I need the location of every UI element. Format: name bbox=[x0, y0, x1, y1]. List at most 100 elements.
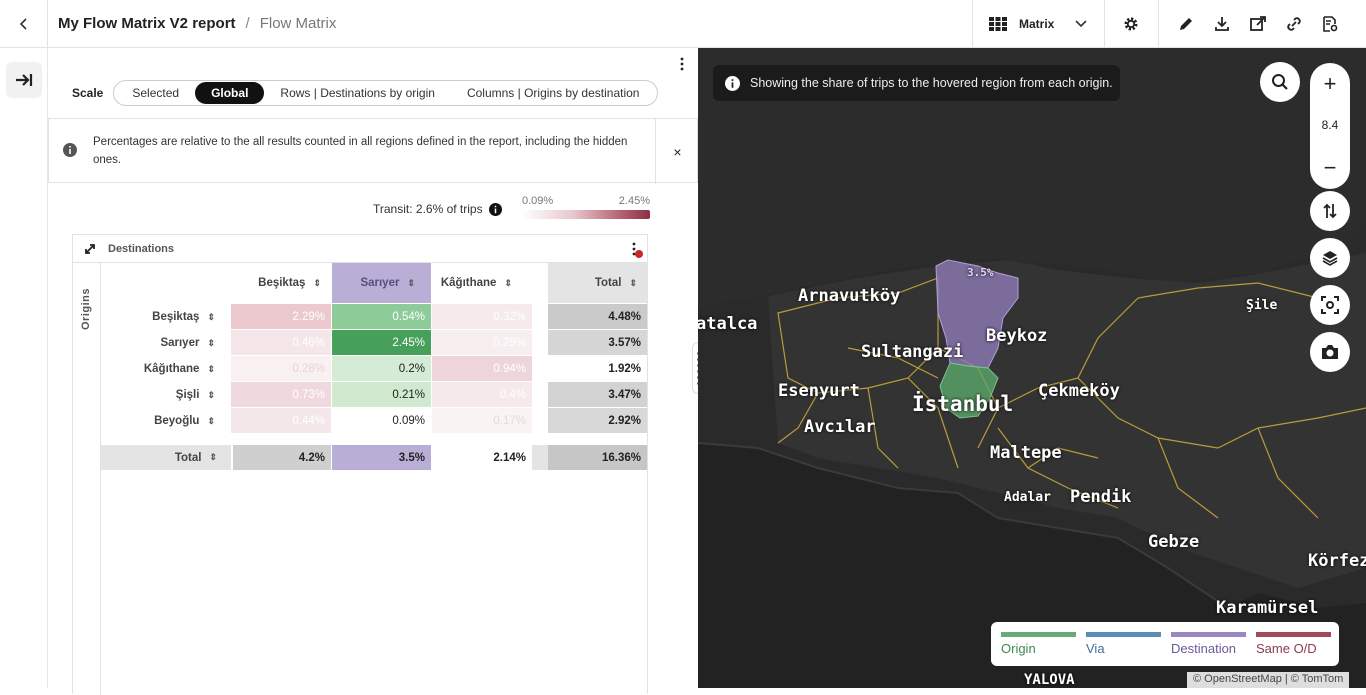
map-place-label: atalca bbox=[698, 314, 758, 334]
sort-icon[interactable]: ⇕ bbox=[207, 389, 215, 400]
map-place-label: Gebze bbox=[1148, 532, 1200, 552]
map-place-label: Esenyurt bbox=[778, 381, 860, 401]
matrix-cell[interactable]: 0.94% bbox=[432, 356, 532, 381]
matrix-options-icon[interactable] bbox=[629, 241, 645, 259]
flow-matrix: Destinations Origins Beşiktaş ⇕ Sarıyer ⇕ … bbox=[72, 234, 648, 695]
fit-view-button[interactable] bbox=[1310, 285, 1350, 325]
grid-icon bbox=[989, 17, 1007, 31]
share-button[interactable] bbox=[1246, 12, 1270, 36]
info-banner: Percentages are relative to the all resu… bbox=[48, 118, 699, 184]
sort-icon[interactable]: ⇕ bbox=[629, 277, 637, 288]
layers-button[interactable] bbox=[1310, 238, 1350, 278]
matrix-column-total[interactable]: 4.2% bbox=[233, 445, 331, 470]
expand-panel-button[interactable] bbox=[6, 62, 42, 98]
matrix-cell[interactable]: 0.2% bbox=[332, 356, 431, 381]
edit-button[interactable] bbox=[1174, 12, 1198, 36]
legend-item-origin: Origin bbox=[1001, 632, 1076, 666]
sort-icon[interactable]: ⇕ bbox=[209, 452, 217, 462]
map-legend: Origin Via Destination Same O/D bbox=[991, 622, 1339, 666]
breadcrumb: My Flow Matrix V2 report / Flow Matrix bbox=[58, 15, 336, 32]
matrix-row-total[interactable]: 2.92% bbox=[548, 408, 647, 433]
link-icon bbox=[1287, 17, 1301, 31]
matrix-row-total[interactable]: 3.47% bbox=[548, 382, 647, 407]
matrix-cell[interactable]: 0.46% bbox=[231, 330, 331, 355]
matrix-cell[interactable]: 0.54% bbox=[332, 304, 431, 329]
info-icon bbox=[725, 75, 740, 91]
scale-option-columns[interactable]: Columns | Origins by destination bbox=[466, 86, 640, 100]
transit-summary: Transit: 2.6% of trips bbox=[373, 202, 502, 216]
matrix-header: Destinations bbox=[73, 235, 647, 263]
matrix-cell[interactable]: 0.17% bbox=[432, 408, 532, 433]
row-header-kagithane[interactable]: Kâğıthane ⇕ bbox=[101, 356, 229, 382]
scale-option-selected[interactable]: Selected bbox=[132, 86, 180, 100]
map-view[interactable]: Showing the share of trips to the hovere… bbox=[698, 48, 1366, 688]
swap-direction-button[interactable] bbox=[1310, 191, 1350, 231]
zoom-in-button[interactable]: + bbox=[1323, 71, 1337, 96]
scale-option-rows[interactable]: Rows | Destinations by origin bbox=[280, 86, 435, 100]
legend-max: 2.45% bbox=[618, 195, 650, 207]
matrix-column-total[interactable]: 2.14% bbox=[432, 445, 532, 470]
document-settings-icon bbox=[1323, 16, 1338, 32]
sort-icon[interactable]: ⇕ bbox=[407, 277, 415, 288]
sort-icon[interactable]: ⇕ bbox=[504, 277, 512, 288]
column-label: Beşiktaş bbox=[258, 277, 306, 289]
matrix-cell[interactable]: 2.45% bbox=[332, 330, 431, 355]
matrix-panel: Scale Selected Global Rows | Destination… bbox=[48, 48, 699, 695]
matrix-cell[interactable]: 0.4% bbox=[432, 382, 532, 407]
breadcrumb-separator: / bbox=[245, 15, 250, 32]
matrix-cell[interactable]: 0.44% bbox=[231, 408, 331, 433]
matrix-cell[interactable]: 0.09% bbox=[332, 408, 431, 433]
matrix-cell[interactable]: 0.73% bbox=[231, 382, 331, 407]
matrix-cell[interactable]: 2.29% bbox=[231, 304, 331, 329]
link-button[interactable] bbox=[1282, 12, 1306, 36]
matrix-column-total[interactable]: 3.5% bbox=[332, 445, 431, 470]
map-attribution[interactable]: © OpenStreetMap | © TomTom bbox=[1187, 672, 1350, 688]
map-tooltip-text: Showing the share of trips to the hovere… bbox=[750, 76, 1113, 90]
transit-text: Transit: 2.6% of trips bbox=[373, 202, 483, 216]
column-header-sariyer[interactable]: Sarıyer ⇕ bbox=[332, 263, 431, 303]
column-header-besiktas[interactable]: Beşiktaş ⇕ bbox=[231, 263, 331, 303]
view-selector[interactable]: Matrix bbox=[972, 0, 1105, 48]
sort-icon[interactable]: ⇕ bbox=[207, 363, 215, 374]
zoom-out-button[interactable]: − bbox=[1323, 155, 1337, 180]
map-search-button[interactable] bbox=[1260, 62, 1300, 102]
back-button[interactable] bbox=[0, 0, 48, 48]
settings-button[interactable] bbox=[1119, 12, 1143, 36]
search-icon bbox=[1272, 74, 1288, 90]
sort-icon[interactable]: ⇕ bbox=[207, 337, 215, 348]
screenshot-button[interactable] bbox=[1310, 332, 1350, 372]
swap-axes-icon[interactable] bbox=[83, 242, 97, 256]
matrix-cell[interactable]: 0.29% bbox=[432, 330, 532, 355]
matrix-grand-total[interactable]: 16.36% bbox=[548, 445, 647, 470]
map-place-label: Şile bbox=[1246, 298, 1278, 313]
row-header-sisli[interactable]: Şişli ⇕ bbox=[101, 382, 229, 408]
matrix-cell[interactable]: 0.32% bbox=[432, 304, 532, 329]
top-bar: My Flow Matrix V2 report / Flow Matrix M… bbox=[0, 0, 1366, 48]
legend-label: Origin bbox=[1001, 641, 1036, 656]
info-icon[interactable] bbox=[488, 202, 502, 216]
matrix-row-total[interactable]: 1.92% bbox=[548, 356, 647, 381]
row-header-besiktas[interactable]: Beşiktaş ⇕ bbox=[101, 304, 229, 330]
scale-option-global[interactable]: Global bbox=[195, 82, 265, 104]
report-settings-button[interactable] bbox=[1318, 12, 1342, 36]
column-header-kagithane[interactable]: Kâğıthane ⇕ bbox=[432, 263, 532, 303]
matrix-cell[interactable]: 0.28% bbox=[231, 356, 331, 381]
sort-icon[interactable]: ⇕ bbox=[207, 311, 215, 322]
sort-icon[interactable]: ⇕ bbox=[207, 415, 215, 426]
matrix-row-total[interactable]: 3.57% bbox=[548, 330, 647, 355]
panel-menu-button[interactable] bbox=[676, 56, 688, 72]
download-button[interactable] bbox=[1210, 12, 1234, 36]
matrix-row-total[interactable]: 4.48% bbox=[548, 304, 647, 329]
column-header-total[interactable]: Total ⇕ bbox=[548, 263, 647, 303]
legend-item-same-od: Same O/D bbox=[1256, 632, 1331, 666]
report-title-link[interactable]: My Flow Matrix V2 report bbox=[58, 15, 236, 32]
row-header-sariyer[interactable]: Sarıyer ⇕ bbox=[101, 330, 229, 356]
chevron-down-icon bbox=[1075, 20, 1087, 28]
page-title: Flow Matrix bbox=[259, 15, 337, 32]
map-place-label: Maltepe bbox=[990, 443, 1062, 463]
row-header-beyoglu[interactable]: Beyoğlu ⇕ bbox=[101, 408, 229, 434]
row-header-total[interactable]: Total ⇕ bbox=[101, 445, 231, 470]
close-info-button[interactable]: × bbox=[655, 119, 699, 184]
matrix-cell[interactable]: 0.21% bbox=[332, 382, 431, 407]
sort-icon[interactable]: ⇕ bbox=[313, 277, 321, 288]
